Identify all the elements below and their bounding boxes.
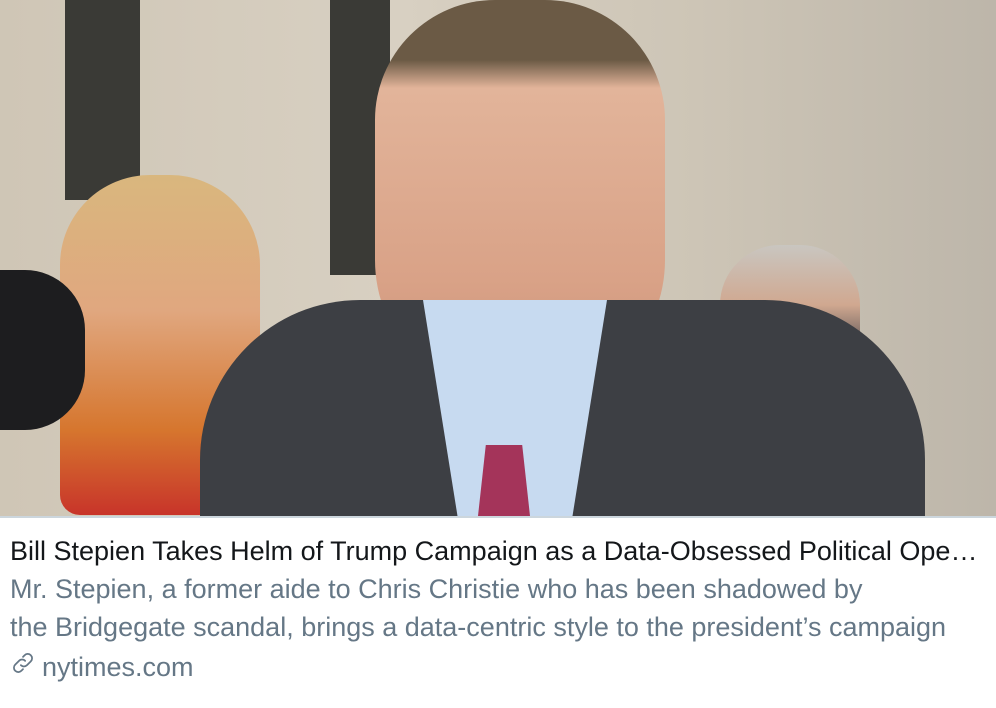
article-photo[interactable] [0, 0, 996, 516]
description-line: Mr. Stepien, a former aide to Chris Chri… [10, 574, 863, 604]
card-domain[interactable]: nytimes.com [10, 648, 986, 686]
card-text[interactable]: Bill Stepien Takes Helm of Trump Campaig… [10, 532, 986, 686]
description-line: the Bridgegate scandal, brings a data-ce… [10, 612, 947, 642]
card-divider [0, 516, 996, 518]
domain-text: nytimes.com [42, 652, 194, 682]
card-title[interactable]: Bill Stepien Takes Helm of Trump Campaig… [10, 536, 986, 566]
link-icon [10, 648, 36, 686]
card-description: Mr. Stepien, a former aide to Chris Chri… [10, 570, 986, 646]
